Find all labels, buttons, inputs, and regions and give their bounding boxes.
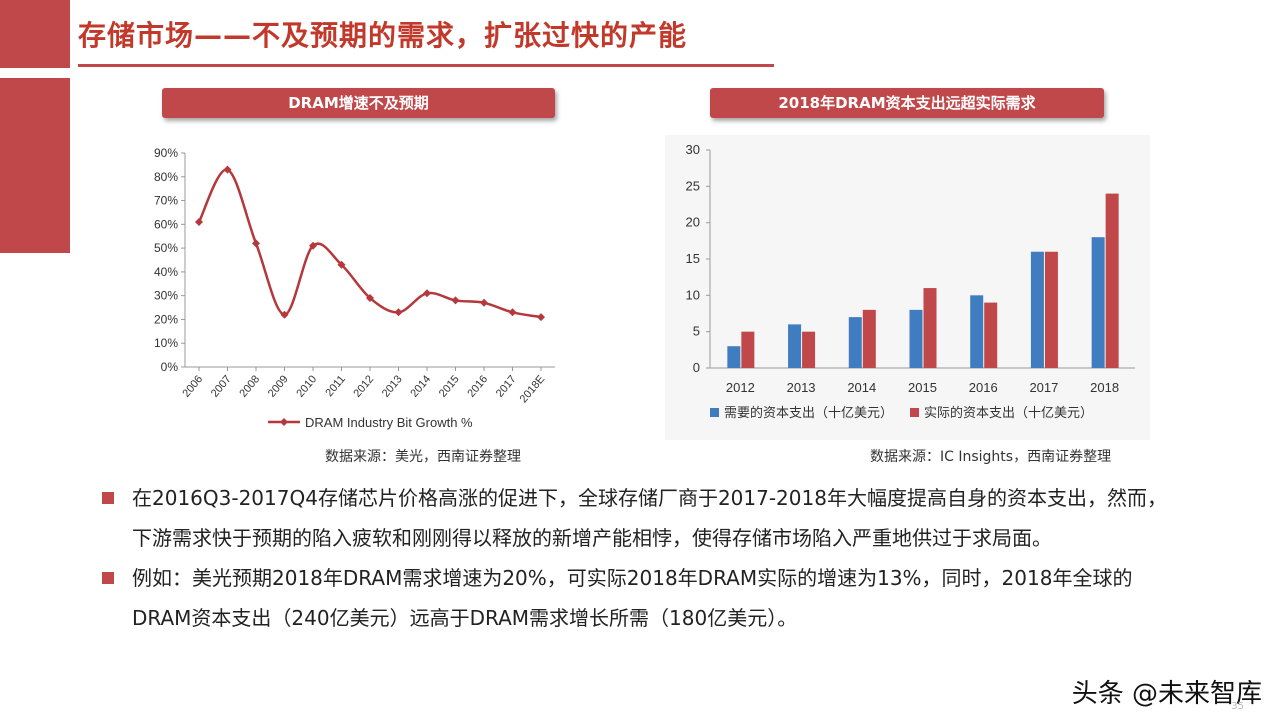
y-tick-label: 60% (154, 217, 178, 231)
data-point-marker (508, 308, 517, 317)
x-tick-label: 2014 (408, 373, 433, 399)
x-tick-label: 2013 (787, 380, 816, 395)
y-tick-label: 10% (154, 336, 178, 350)
bullet-item: 例如：美光预期2018年DRAM需求增速为20%，可实际2018年DRAM实际的… (100, 558, 1180, 638)
data-point-marker (423, 289, 431, 298)
data-point-marker (223, 165, 232, 174)
bar-chart-svg: 0 5 10 15 20 25 30 2012 2013 2014 2015 2016 2017 2018… (686, 142, 1135, 420)
bar (727, 346, 741, 368)
bar (1044, 251, 1058, 368)
y-tick-label: 15 (686, 251, 700, 266)
legend-marker (280, 418, 288, 426)
bar (788, 324, 802, 368)
legend-label: DRAM Industry Bit Growth % (305, 415, 473, 430)
bar (1030, 251, 1044, 368)
bullet-text: 例如：美光预期2018年DRAM需求增速为20%，可实际2018年DRAM实际的… (132, 566, 1133, 630)
x-tick-label: 2016 (969, 380, 998, 395)
bar (862, 309, 876, 368)
x-tick-label: 2016 (465, 373, 490, 399)
x-tick-label: 2007 (209, 373, 234, 399)
bar (923, 288, 937, 368)
bullet-list: 在2016Q3-2017Q4存储芯片价格高涨的促进下，全球存储厂商于2017-2… (100, 478, 1180, 638)
side-accent-middle (0, 78, 70, 253)
data-point-marker (394, 308, 403, 317)
watermark: 头条 @未来智库 (1071, 679, 1262, 709)
x-tick-label: 2018E (518, 373, 548, 405)
title-underline (78, 64, 774, 67)
x-tick-label: 2017 (1029, 380, 1058, 395)
bar (741, 331, 755, 368)
x-tick-label: 2012 (351, 373, 376, 399)
bar (970, 295, 984, 368)
y-tick-label: 30% (154, 289, 178, 303)
y-tick-label: 0 (693, 360, 700, 375)
x-tick-label: 2006 (180, 373, 205, 399)
y-tick-label: 25 (686, 178, 700, 193)
bar (848, 317, 862, 368)
line-chart-svg: 0%10%20%30%40%50%60%70%80%90%2006 2007 200… (154, 146, 555, 430)
data-point-marker (252, 239, 260, 248)
bullet-text: 在2016Q3-2017Q4存储芯片价格高涨的促进下，全球存储厂商于2017-2… (132, 486, 1167, 550)
y-tick-label: 10 (686, 287, 700, 302)
page-number: 35 (1231, 701, 1244, 712)
legend-swatch (910, 408, 919, 417)
x-tick-label: 2012 (726, 380, 755, 395)
bullet-square-icon (102, 492, 114, 504)
y-tick-label: 20 (686, 215, 700, 230)
y-tick-label: 30 (686, 142, 700, 157)
y-tick-label: 40% (154, 265, 178, 279)
x-tick-label: 2008 (237, 373, 262, 399)
bar (802, 331, 816, 368)
y-tick-label: 90% (154, 146, 178, 160)
bar (1105, 193, 1119, 368)
bar (909, 309, 923, 368)
dram-growth-line-chart: 0% 10% 20% 30% 40% 50% 60% 70% 80% 90% 2006 2007 200… (140, 135, 570, 440)
y-tick-label: 5 (693, 324, 700, 339)
x-tick-label: 2017 (494, 373, 519, 399)
bar (1091, 237, 1105, 368)
y-tick-label: 80% (154, 170, 178, 184)
data-point-marker (537, 313, 545, 322)
data-point-marker (451, 296, 460, 305)
data-point-marker (309, 241, 317, 250)
y-tick-label: 20% (154, 312, 178, 326)
data-point-marker (280, 310, 289, 319)
bar (984, 302, 998, 368)
x-tick-label: 2015 (908, 380, 937, 395)
bullet-square-icon (102, 572, 114, 584)
legend-label: 实际的资本支出（十亿美元） (924, 405, 1093, 420)
x-tick-label: 2013 (380, 373, 405, 399)
x-tick-label: 2010 (294, 373, 319, 399)
legend-label: 需要的资本支出（十亿美元） (724, 405, 893, 420)
y-tick-label: 70% (154, 194, 178, 208)
left-chart-title: DRAM增速不及预期 (162, 88, 555, 118)
y-tick-label: 0% (161, 360, 179, 374)
x-tick-label: 2009 (266, 373, 291, 399)
left-chart-source: 数据来源：美光，西南证券整理 (325, 449, 521, 465)
x-tick-label: 2011 (323, 373, 347, 399)
y-tick-label: 50% (154, 241, 178, 255)
right-chart-title: 2018年DRAM资本支出远超实际需求 (710, 88, 1104, 118)
data-point-marker (195, 217, 203, 226)
x-tick-label: 2015 (437, 373, 462, 399)
x-tick-label: 2018 (1090, 380, 1119, 395)
side-accent-top (0, 0, 70, 68)
bullet-item: 在2016Q3-2017Q4存储芯片价格高涨的促进下，全球存储厂商于2017-2… (100, 478, 1180, 558)
x-tick-label: 2014 (847, 380, 876, 395)
data-point-marker (337, 260, 346, 269)
right-chart-source: 数据来源：IC Insights，西南证券整理 (870, 449, 1112, 465)
page-title: 存储市场——不及预期的需求，扩张过快的产能 (78, 19, 688, 52)
data-point-marker (480, 298, 488, 307)
data-point-marker (366, 294, 374, 303)
legend-swatch (710, 408, 719, 417)
capex-bar-chart: 0 5 10 15 20 25 30 2012 2013 2014 2015 2016 2017 2018… (665, 135, 1150, 440)
